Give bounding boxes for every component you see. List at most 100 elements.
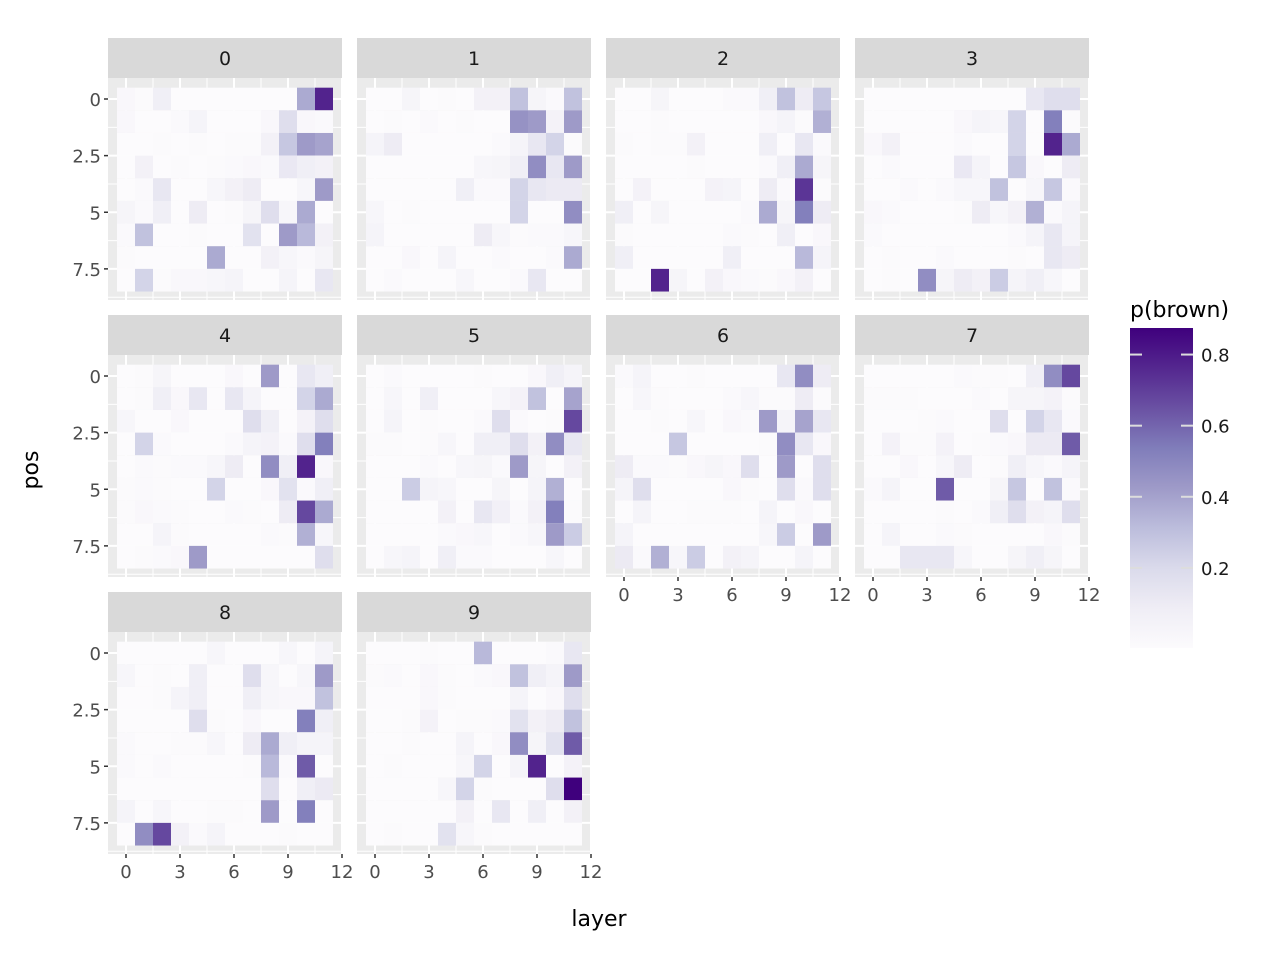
heatmap-tile <box>438 732 456 755</box>
heatmap-tile <box>225 800 243 823</box>
heatmap-tile <box>153 455 171 478</box>
heatmap-tile <box>759 545 777 569</box>
facet-9: 9 0 3 6 9 12 <box>357 592 602 883</box>
heatmap-tile <box>1062 409 1080 433</box>
heatmap-tile <box>366 432 384 456</box>
heatmap-tile <box>492 387 510 410</box>
heatmap-tile <box>777 455 795 478</box>
heatmap-tile <box>366 455 384 478</box>
heatmap-tile <box>279 455 297 478</box>
heatmap-tile <box>972 477 990 501</box>
heatmap-tile <box>297 686 315 710</box>
heatmap-tile <box>225 545 243 569</box>
heatmap-tile <box>759 268 777 292</box>
heatmap-tile <box>1026 455 1044 478</box>
heatmap-tile <box>243 246 261 269</box>
heatmap-tile <box>882 545 900 569</box>
heatmap-tile <box>723 364 741 388</box>
heatmap-tile <box>687 455 705 478</box>
heatmap-tile <box>813 268 831 292</box>
facet-strip <box>855 315 1089 355</box>
heatmap-tile <box>546 641 564 665</box>
heatmap-tile <box>117 800 135 823</box>
heatmap-tile <box>315 87 333 111</box>
heatmap-tile <box>615 523 633 546</box>
heatmap-tile <box>669 223 687 247</box>
heatmap-tile <box>687 500 705 524</box>
heatmap-tile <box>492 155 510 179</box>
heatmap-tile <box>384 432 402 456</box>
heatmap-tile <box>402 200 420 224</box>
heatmap-tile <box>651 223 669 247</box>
heatmap-tile <box>777 200 795 224</box>
heatmap-tile <box>813 477 831 501</box>
facet-label: 6 <box>717 325 729 347</box>
heatmap-tile <box>564 432 582 456</box>
heatmap-tile <box>225 686 243 710</box>
x-tick-label: 6 <box>477 862 488 883</box>
facet-label: 4 <box>219 325 231 347</box>
heatmap-tile <box>741 223 759 247</box>
heatmap-tile <box>402 754 420 778</box>
x-axis-title: layer <box>571 907 627 932</box>
heatmap-tile <box>1044 223 1062 247</box>
heatmap-tile <box>279 523 297 546</box>
heatmap-tile <box>972 387 990 410</box>
heatmap-tile <box>669 132 687 156</box>
facet-label: 3 <box>966 48 978 70</box>
heatmap-tile <box>279 178 297 201</box>
heatmap-tile <box>135 545 153 569</box>
facet-strip <box>108 592 342 632</box>
heatmap-tile <box>438 409 456 433</box>
heatmap-tile <box>795 500 813 524</box>
heatmap-tile <box>990 500 1008 524</box>
heatmap-tile <box>474 432 492 456</box>
heatmap-tile <box>315 246 333 269</box>
heatmap-tile <box>153 641 171 665</box>
heatmap-tile <box>705 409 723 433</box>
y-tick-label: 2.5 <box>72 147 101 168</box>
heatmap-tile <box>882 110 900 133</box>
heatmap-tile <box>1026 110 1044 133</box>
heatmap-tile <box>777 132 795 156</box>
facet-label: 1 <box>468 48 480 70</box>
heatmap-tile <box>546 709 564 733</box>
heatmap-tile <box>795 455 813 478</box>
heatmap-tile <box>384 686 402 710</box>
heatmap-tile <box>972 432 990 456</box>
heatmap-tile <box>438 500 456 524</box>
heatmap-tile <box>420 364 438 388</box>
heatmap-tile <box>795 178 813 201</box>
heatmap-tile <box>366 387 384 410</box>
heatmap-tile <box>1062 132 1080 156</box>
heatmap-tile <box>528 268 546 292</box>
heatmap-tile <box>243 709 261 733</box>
heatmap-tile <box>1044 545 1062 569</box>
legend-tick-label: 0.2 <box>1201 559 1230 580</box>
heatmap-tile <box>189 545 207 569</box>
heatmap-tile <box>882 364 900 388</box>
heatmap-tile <box>564 246 582 269</box>
heatmap-tile <box>795 523 813 546</box>
heatmap-tile <box>315 409 333 433</box>
heatmap-tile <box>615 200 633 224</box>
heatmap-tile <box>510 477 528 501</box>
heatmap-tile <box>279 268 297 292</box>
heatmap-tile <box>207 777 225 801</box>
heatmap-tile <box>900 155 918 179</box>
heatmap-tile <box>261 110 279 133</box>
heatmap-tile <box>492 409 510 433</box>
heatmap-tile <box>954 409 972 433</box>
heatmap-tile <box>1008 110 1026 133</box>
heatmap-tile <box>402 87 420 111</box>
heatmap-tile <box>492 432 510 456</box>
heatmap-tile <box>261 364 279 388</box>
heatmap-tile <box>153 223 171 247</box>
heatmap-tile <box>1062 155 1080 179</box>
heatmap-tile <box>759 155 777 179</box>
heatmap-tile <box>117 155 135 179</box>
legend-colorbar <box>1130 328 1193 648</box>
heatmap-tile <box>510 709 528 733</box>
heatmap-tile <box>279 364 297 388</box>
heatmap-tile <box>705 364 723 388</box>
